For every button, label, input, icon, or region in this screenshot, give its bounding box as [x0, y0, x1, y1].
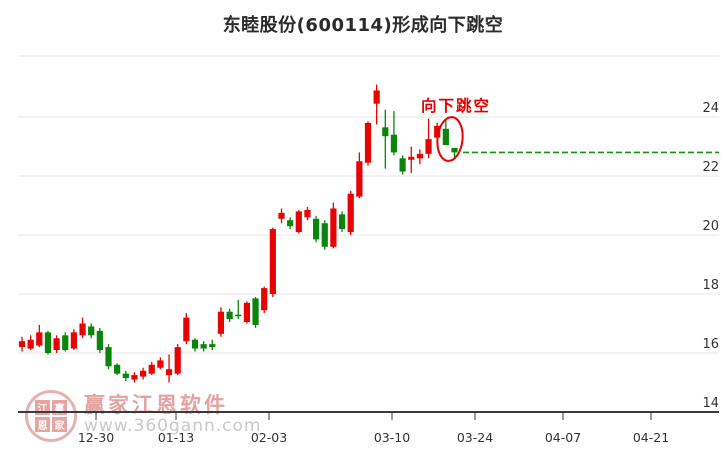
- candle-body: [261, 288, 268, 311]
- y-axis-label: 20: [702, 219, 719, 234]
- candle-body: [44, 332, 52, 353]
- candle-body: [200, 344, 207, 349]
- candle-body: [157, 360, 164, 368]
- candle-body: [122, 373, 129, 379]
- candle-body: [313, 218, 320, 240]
- candle-body: [278, 212, 285, 219]
- candle-body: [226, 311, 233, 320]
- watermark-seal-char: 家: [52, 417, 67, 432]
- candle-body: [62, 335, 69, 351]
- x-axis-label: 03-10: [374, 430, 410, 445]
- candle-body: [140, 370, 147, 377]
- candle-body: [364, 122, 372, 163]
- candle-body: [269, 229, 276, 294]
- candle-body: [451, 147, 458, 153]
- y-axis-label: 16: [702, 337, 719, 352]
- candle-body: [295, 211, 302, 233]
- x-axis-label: 03-24: [457, 430, 493, 445]
- candle-body: [183, 317, 190, 342]
- candle-body: [321, 223, 328, 247]
- watermark-url-text: www.360gann.com: [84, 416, 262, 436]
- candle-body: [114, 364, 121, 374]
- candle-body: [390, 134, 398, 153]
- candle-body: [373, 90, 380, 104]
- candle-body: [70, 332, 77, 349]
- candle-body: [243, 302, 250, 323]
- candle-body: [27, 339, 34, 349]
- candle-body: [287, 220, 294, 227]
- candle-body: [347, 193, 354, 233]
- candle-body: [209, 344, 216, 348]
- candle-body: [434, 125, 441, 138]
- candle-body: [88, 326, 95, 336]
- candle-body: [217, 311, 225, 334]
- candle-body: [53, 338, 60, 351]
- x-axis-label: 12-30: [78, 430, 114, 445]
- candle-body: [191, 339, 199, 349]
- y-axis-label: 24: [702, 101, 719, 116]
- candle-body: [252, 298, 259, 325]
- candle-body: [18, 341, 26, 348]
- x-axis-label: 04-21: [633, 430, 669, 445]
- gap-annotation-label: 向下跳空: [421, 96, 491, 115]
- candle-body: [338, 214, 346, 230]
- candle-body: [416, 153, 423, 159]
- candle-body: [79, 323, 86, 336]
- candle-body: [442, 128, 449, 146]
- candle-body: [105, 347, 112, 367]
- candle-body: [382, 127, 389, 137]
- y-axis-label: 22: [702, 160, 719, 175]
- x-axis-label: 04-07: [545, 430, 581, 445]
- y-axis-label: 14: [702, 396, 719, 411]
- candle-body: [36, 332, 43, 346]
- candle-body: [148, 364, 155, 374]
- candle-body: [399, 158, 406, 172]
- candle-body: [174, 347, 181, 374]
- gap-highlight-ellipse: [436, 116, 464, 162]
- x-axis-label: 02-03: [251, 430, 287, 445]
- candle-body: [131, 375, 138, 380]
- candle-body: [425, 139, 432, 154]
- watermark-seal-char: 恩: [35, 417, 50, 432]
- candle-body: [356, 161, 363, 197]
- candle-body: [304, 209, 311, 218]
- candle-body: [330, 208, 337, 247]
- chart-title: 东睦股份(600114)形成向下跳空: [222, 15, 504, 36]
- candle-body: [408, 156, 415, 160]
- candle-body: [165, 369, 173, 376]
- candle-body: [96, 330, 103, 351]
- y-axis-label: 18: [702, 278, 719, 293]
- candle-body: [235, 314, 242, 317]
- x-axis-label: 01-13: [158, 430, 194, 445]
